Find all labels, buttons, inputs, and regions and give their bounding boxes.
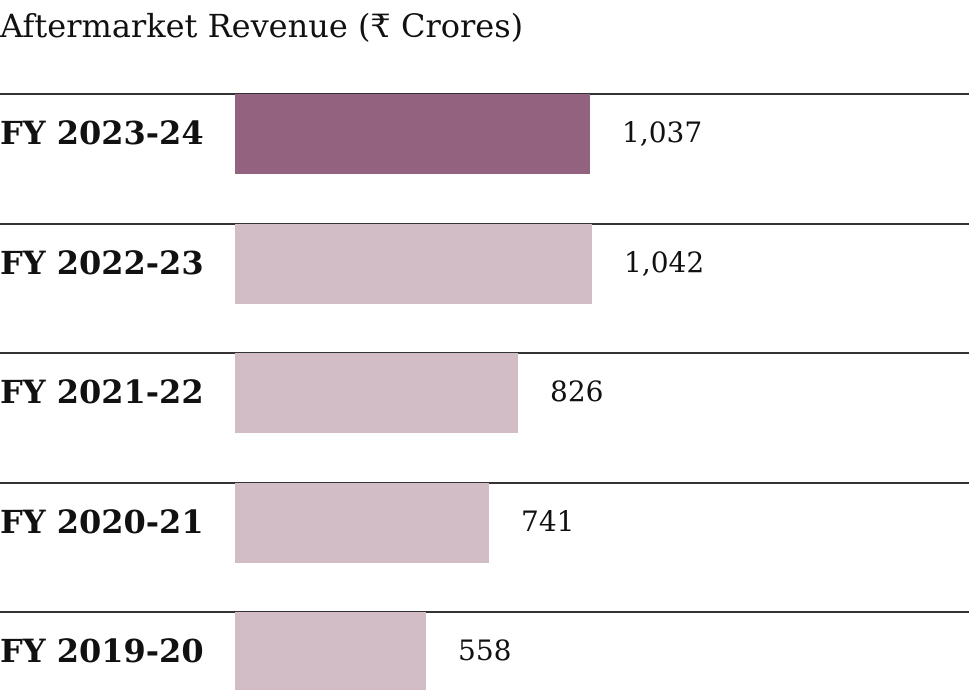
row-divider — [0, 611, 969, 613]
bar — [235, 483, 489, 563]
row-divider — [0, 482, 969, 484]
value-label: 1,042 — [624, 246, 705, 279]
bar — [235, 353, 518, 433]
category-label: FY 2019-20 — [0, 632, 204, 670]
row-divider — [0, 223, 969, 225]
value-label: 741 — [521, 505, 575, 538]
value-label: 558 — [458, 634, 512, 667]
chart-title: Aftermarket Revenue (₹ Crores) — [0, 7, 524, 45]
bar — [235, 224, 592, 304]
value-label: 826 — [550, 375, 604, 408]
bar — [235, 94, 590, 174]
row-divider — [0, 352, 969, 354]
value-label: 1,037 — [622, 116, 703, 149]
category-label: FY 2022-23 — [0, 244, 204, 282]
row-divider — [0, 93, 969, 95]
category-label: FY 2021-22 — [0, 373, 204, 411]
category-label: FY 2023-24 — [0, 114, 204, 152]
bar — [235, 612, 426, 690]
category-label: FY 2020-21 — [0, 503, 204, 541]
